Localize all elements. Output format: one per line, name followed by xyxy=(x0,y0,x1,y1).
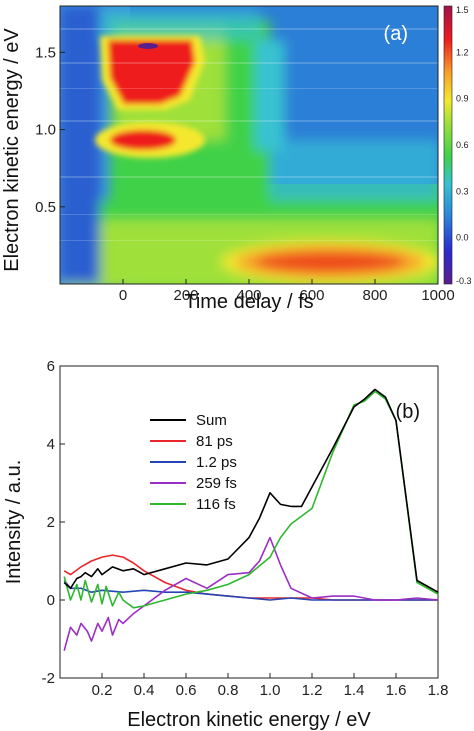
series-line-sum xyxy=(63,388,438,593)
heatmap-x-tick-label: 1000 xyxy=(421,287,454,304)
line-y-tick-label: 4 xyxy=(47,436,55,453)
series-line-116-fs xyxy=(63,390,438,609)
colorbar-tick-label: 0.9 xyxy=(456,94,469,104)
heatmap-x-tick-label: 400 xyxy=(236,287,261,304)
line-x-tick-label: 1.8 xyxy=(428,682,449,699)
series-line-259-fs xyxy=(63,536,438,651)
line-y-tick-label: 6 xyxy=(47,358,55,375)
line-x-tick-label: 0.2 xyxy=(92,682,113,699)
heatmap-x-tick-label: 0 xyxy=(119,287,127,304)
line-x-tick-label: 0.4 xyxy=(134,682,155,699)
colorbar-tick-label: 1.2 xyxy=(456,47,469,57)
line-x-tick-label: 1.6 xyxy=(386,682,407,699)
heatmap-image xyxy=(60,6,438,284)
heatmap-panel: (a) 0 200 400 600 800 1000 0.5 1.0 1.5 Time dela… xyxy=(1,5,472,313)
heatmap-y-tick-label: 1.0 xyxy=(35,122,56,139)
colorbar-tick-label: 0.6 xyxy=(456,140,469,150)
legend-label: Sum xyxy=(196,412,227,429)
line-x-tick-label: 0.6 xyxy=(176,682,197,699)
heatmap-y-axis-label: Electron kinetic energy / eV xyxy=(1,28,23,272)
line-x-tick-label: 1.0 xyxy=(260,682,281,699)
heatmap-x-axis-label: Time delay / fs xyxy=(184,291,313,313)
line-y-tick-label: 2 xyxy=(47,514,55,531)
heatmap-y-tick-label: 1.5 xyxy=(35,44,56,61)
line-x-tick-label: 0.8 xyxy=(218,682,239,699)
line-x-tick-label: 1.4 xyxy=(344,682,365,699)
series-line-1.2-ps xyxy=(63,579,438,601)
line-x-tick-label: 1.2 xyxy=(302,682,323,699)
colorbar-tick-label: 0.0 xyxy=(456,233,469,243)
panel-label-b: (b) xyxy=(396,401,420,423)
heatmap-x-tick-label: 800 xyxy=(362,287,387,304)
line-plot-panel: 0.2 0.4 0.6 0.8 1.0 1.2 1.4 1.6 1.8 -2 0 2 4 6 (b) Su… xyxy=(3,358,448,731)
colorbar-tick-label: -0.3 xyxy=(456,276,472,286)
line-plot-frame xyxy=(59,365,439,679)
line-y-tick-label: 0 xyxy=(47,592,55,609)
legend: Sum 81 ps 1.2 ps 259 fs 116 fs xyxy=(150,412,237,513)
legend-label: 259 fs xyxy=(196,475,237,492)
colorbar-tick-label: 1.5 xyxy=(456,5,469,15)
legend-label: 1.2 ps xyxy=(196,454,237,471)
panel-label-a: (a) xyxy=(384,23,408,45)
colorbar-tick-label: 0.3 xyxy=(456,186,469,196)
legend-label: 81 ps xyxy=(196,433,233,450)
line-plot-x-axis-label: Electron kinetic energy / eV xyxy=(127,709,371,731)
line-plot-y-axis-label: Intensity / a.u. xyxy=(3,460,25,585)
colorbar xyxy=(443,5,453,285)
heatmap-x-tick-label: 200 xyxy=(173,287,198,304)
heatmap-y-tick-label: 0.5 xyxy=(35,199,56,216)
heatmap-x-tick-label: 600 xyxy=(299,287,324,304)
legend-label: 116 fs xyxy=(196,496,236,513)
line-y-tick-label: -2 xyxy=(42,670,55,687)
